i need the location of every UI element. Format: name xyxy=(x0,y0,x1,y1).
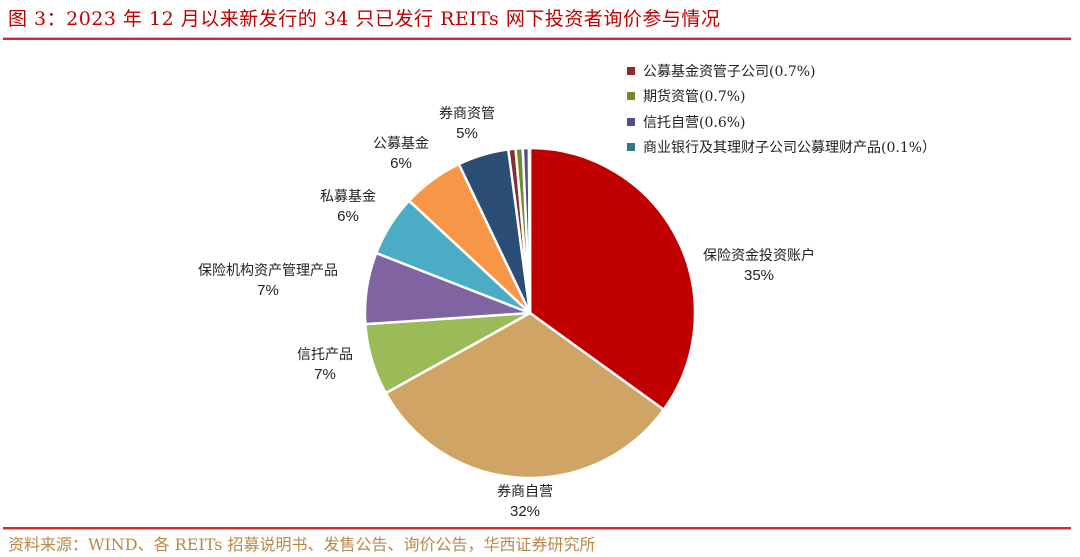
legend-swatch-icon xyxy=(627,117,635,126)
label-name: 保险机构资产管理产品 xyxy=(198,263,338,279)
label-pct: 32% xyxy=(509,503,541,520)
label-pct: 5% xyxy=(456,125,478,142)
legend-item: 信托自营(0.6%) xyxy=(627,109,936,135)
label-name: 私募基金 xyxy=(320,189,376,205)
legend-label: 公募基金资管子公司(0.7%) xyxy=(643,63,816,80)
chart-title: 图 3：2023 年 12 月以来新发行的 34 只已发行 REITs 网下投资… xyxy=(8,8,721,30)
label-private-fund: 私募基金 6% xyxy=(320,187,376,227)
legend-swatch-icon xyxy=(627,143,635,152)
label-broker-proprietary: 券商自营 32% xyxy=(497,482,553,522)
label-broker-am: 券商资管 5% xyxy=(439,104,495,144)
legend-swatch-icon xyxy=(627,66,635,75)
label-name: 保险资金投资账户 xyxy=(703,248,815,264)
legend-label: 期货资管(0.7%) xyxy=(643,89,746,106)
label-pct: 35% xyxy=(743,267,775,284)
legend-swatch-icon xyxy=(627,92,635,101)
label-public-fund: 公募基金 6% xyxy=(373,134,429,174)
label-name: 券商资管 xyxy=(439,106,495,122)
legend-label: 商业银行及其理财子公司公募理财产品(0.1%） xyxy=(643,140,937,157)
top-divider xyxy=(3,38,1071,40)
legend-item: 期货资管(0.7%) xyxy=(627,84,936,110)
legend-label: 信托自营(0.6%) xyxy=(643,114,746,131)
label-trust-product: 信托产品 7% xyxy=(297,345,353,385)
label-insurance-am-product: 保险机构资产管理产品 7% xyxy=(198,261,338,301)
label-pct: 6% xyxy=(390,155,412,172)
label-insurance-account: 保险资金投资账户 35% xyxy=(703,246,815,286)
pie-slice xyxy=(384,311,665,480)
label-pct: 7% xyxy=(257,282,279,299)
label-name: 信托产品 xyxy=(297,347,353,363)
legend-item: 公募基金资管子公司(0.7%) xyxy=(627,58,936,84)
pie-slice xyxy=(528,146,697,411)
label-name: 公募基金 xyxy=(373,136,429,152)
label-pct: 7% xyxy=(314,366,336,383)
pie-slice xyxy=(527,146,532,315)
label-pct: 6% xyxy=(337,208,359,225)
label-name: 券商自营 xyxy=(497,484,553,500)
bottom-divider xyxy=(3,527,1071,529)
legend-item: 商业银行及其理财子公司公募理财产品(0.1%） xyxy=(627,135,936,161)
source-note: 资料来源：WIND、各 REITs 招募说明书、发售公告、询价公告，华西证券研究… xyxy=(8,535,596,554)
legend: 公募基金资管子公司(0.7%) 期货资管(0.7%) 信托自营(0.6%) 商业… xyxy=(627,58,936,160)
